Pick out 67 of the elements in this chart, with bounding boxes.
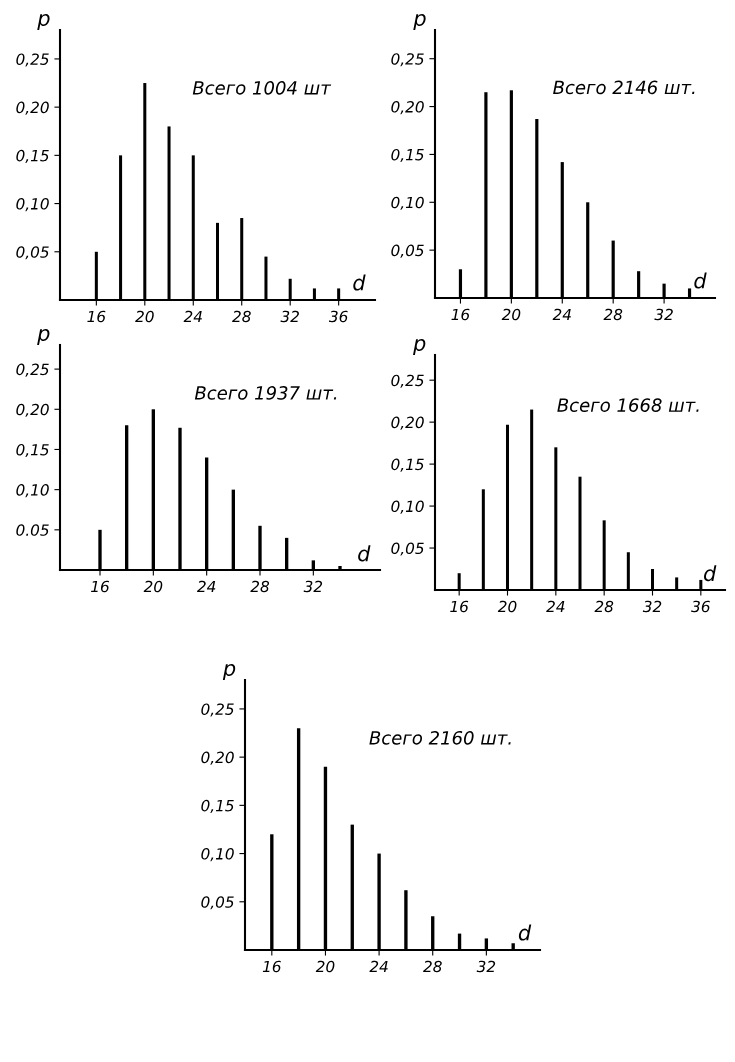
annotation: Всего 1004 шт: [192, 80, 332, 95]
annotation: Всего 1937 шт.: [194, 386, 337, 400]
y-tick-label: 0,25: [16, 363, 49, 377]
y-axis-title: p: [222, 664, 236, 680]
y-tick-label: 0,20: [16, 101, 49, 115]
y-tick-label: 0,05: [391, 244, 424, 258]
x-tick-label: 32: [642, 600, 662, 613]
x-tick-label: 36: [328, 310, 348, 323]
x-tick-label: 32: [476, 960, 496, 973]
y-tick-label: 0,20: [16, 403, 49, 417]
x-axis-title: d: [518, 924, 532, 941]
x-tick-label: 28: [594, 600, 614, 613]
x-tick-label: 16: [262, 960, 281, 973]
y-tick-label: 0,15: [391, 148, 424, 163]
x-axis-title: d: [694, 272, 707, 289]
x-tick-label: 28: [423, 960, 442, 973]
annotation: Всего 1668 шт.: [557, 398, 699, 412]
y-tick-label: 0,20: [391, 101, 424, 115]
y-tick-label: 0,25: [201, 703, 234, 717]
x-axis-title: d: [704, 565, 717, 582]
y-tick-label: 0,25: [391, 374, 424, 388]
y-tick-label: 0,15: [16, 443, 49, 458]
y-tick-label: 0,25: [391, 53, 424, 67]
x-tick-label: 24: [546, 600, 565, 613]
y-axis-title: p: [37, 14, 50, 30]
x-tick-label: 24: [197, 580, 216, 593]
x-tick-label: 16: [451, 308, 470, 321]
x-tick-label: 36: [691, 600, 710, 613]
x-tick-label: 20: [135, 310, 154, 323]
y-tick-label: 0,15: [391, 458, 424, 472]
x-tick-label: 16: [450, 600, 469, 613]
y-tick-label: 0,05: [201, 896, 234, 910]
y-tick-label: 0,05: [391, 542, 424, 556]
y-axis-title: p: [37, 329, 50, 345]
y-tick-label: 0,20: [201, 751, 234, 765]
x-tick-label: 24: [183, 310, 202, 323]
x-tick-label: 20: [497, 600, 517, 613]
y-tick-label: 0,10: [391, 500, 424, 514]
y-tick-label: 0,10: [391, 196, 424, 210]
x-tick-label: 28: [603, 308, 623, 321]
x-axis-title: d: [358, 545, 371, 562]
x-tick-label: 32: [280, 310, 299, 323]
x-tick-label: 24: [552, 308, 571, 321]
x-tick-label: 20: [315, 960, 335, 973]
x-tick-label: 16: [87, 310, 106, 323]
y-tick-label: 0,10: [16, 198, 49, 212]
x-tick-label: 24: [369, 960, 388, 973]
x-axis-title: d: [353, 274, 366, 291]
y-tick-label: 0,10: [16, 484, 49, 498]
x-tick-label: 32: [654, 308, 673, 321]
x-tick-label: 28: [250, 580, 270, 593]
annotation: Всего 2146 шт.: [553, 80, 695, 95]
x-tick-label: 32: [303, 580, 323, 593]
x-tick-label: 16: [91, 580, 110, 593]
y-tick-label: 0,20: [391, 416, 424, 430]
x-tick-label: 20: [501, 308, 521, 321]
x-tick-label: 28: [232, 310, 251, 323]
y-axis-title: p: [413, 14, 426, 30]
y-tick-label: 0,15: [201, 799, 234, 813]
y-tick-label: 0,25: [16, 53, 49, 67]
y-tick-label: 0,10: [201, 848, 234, 862]
x-tick-label: 20: [143, 580, 163, 593]
y-tick-label: 0,15: [16, 149, 49, 163]
y-tick-label: 0,05: [16, 246, 49, 260]
y-axis-title: p: [413, 339, 426, 355]
y-tick-label: 0.05: [16, 524, 49, 536]
annotation: Всего 2160 шт.: [369, 730, 511, 745]
